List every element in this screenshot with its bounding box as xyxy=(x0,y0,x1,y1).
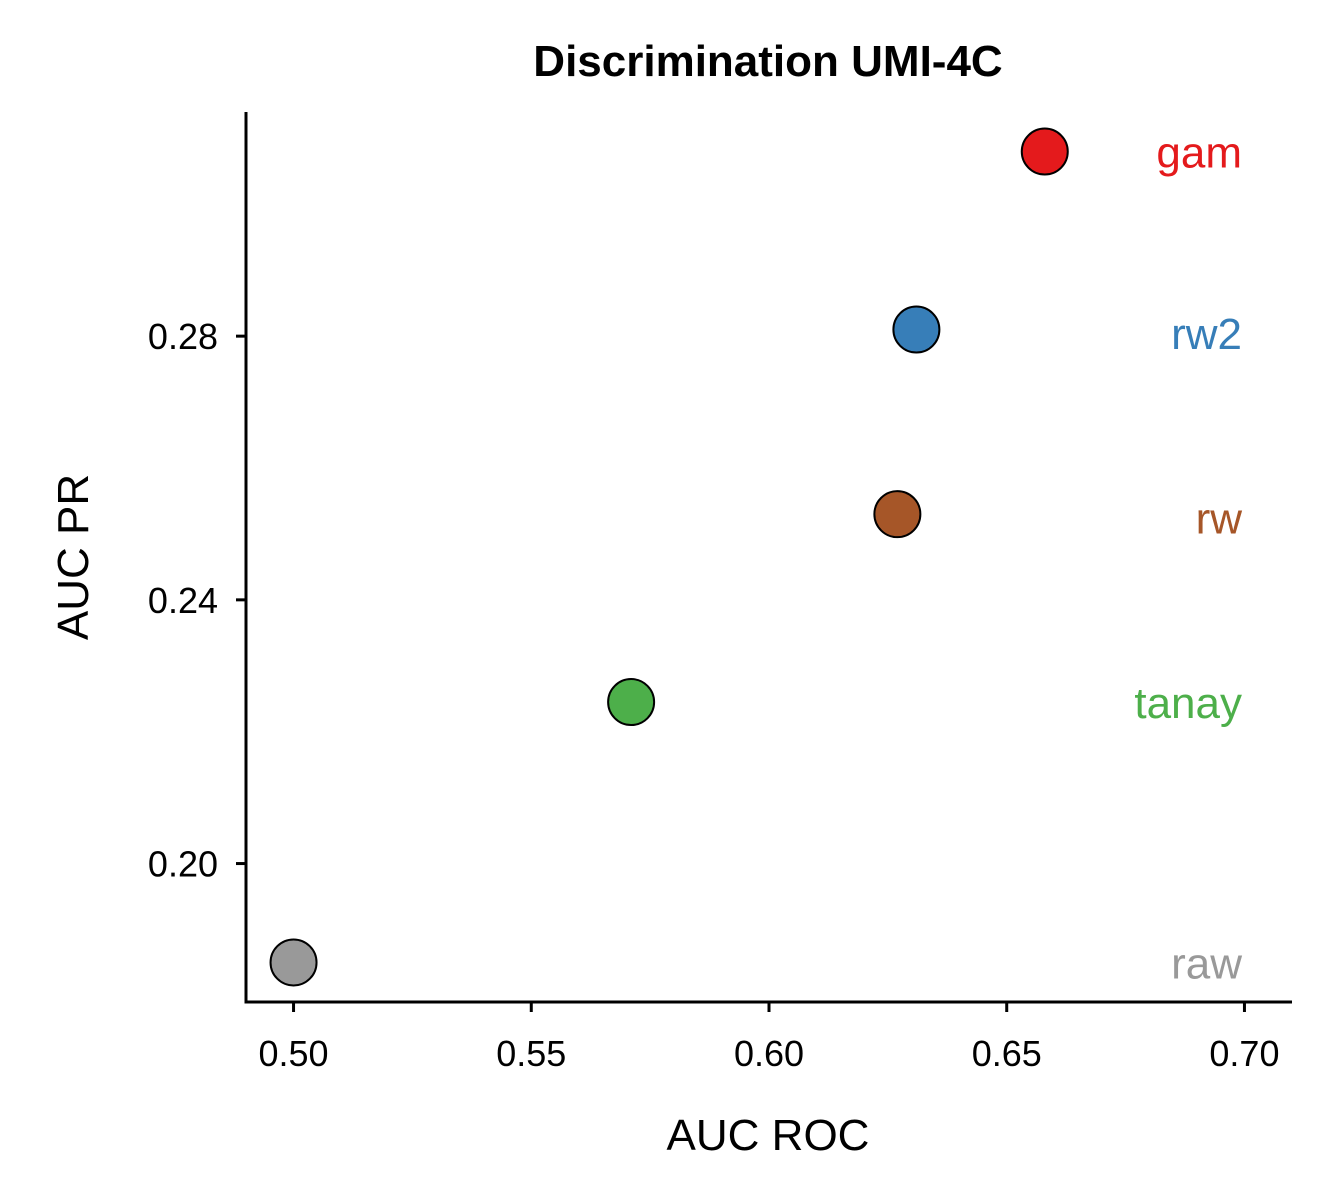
y-ticks: 0.20 0.24 0.28 xyxy=(148,316,246,885)
point-label-rw: rw xyxy=(1196,494,1243,543)
point-label-gam: gam xyxy=(1156,129,1242,178)
axes xyxy=(244,112,1292,1004)
y-tick-label: 0.24 xyxy=(148,580,218,621)
x-ticks: 0.50 0.55 0.60 0.65 0.70 xyxy=(259,1002,1279,1074)
y-axis-label: AUC PR xyxy=(49,474,98,640)
point-tanay xyxy=(607,678,656,727)
data-points xyxy=(269,127,1069,987)
x-tick-label: 0.65 xyxy=(972,1033,1042,1074)
chart-title: Discrimination UMI-4C xyxy=(533,37,1002,86)
x-tick-label: 0.55 xyxy=(496,1033,566,1074)
point-label-rw2: rw2 xyxy=(1171,310,1242,359)
y-tick-label: 0.28 xyxy=(148,316,218,357)
y-tick-label: 0.20 xyxy=(148,844,218,885)
x-tick-label: 0.60 xyxy=(734,1033,804,1074)
point-gam xyxy=(1020,127,1069,176)
point-label-raw: raw xyxy=(1171,939,1242,988)
point-rw xyxy=(873,490,922,539)
point-labels: gam rw2 rw tanay raw xyxy=(1134,129,1242,989)
point-label-tanay: tanay xyxy=(1134,679,1242,728)
point-raw xyxy=(269,938,318,987)
x-tick-label: 0.50 xyxy=(259,1033,329,1074)
x-axis-label: AUC ROC xyxy=(667,1111,870,1160)
point-rw2 xyxy=(892,305,941,354)
x-tick-label: 0.70 xyxy=(1209,1033,1279,1074)
